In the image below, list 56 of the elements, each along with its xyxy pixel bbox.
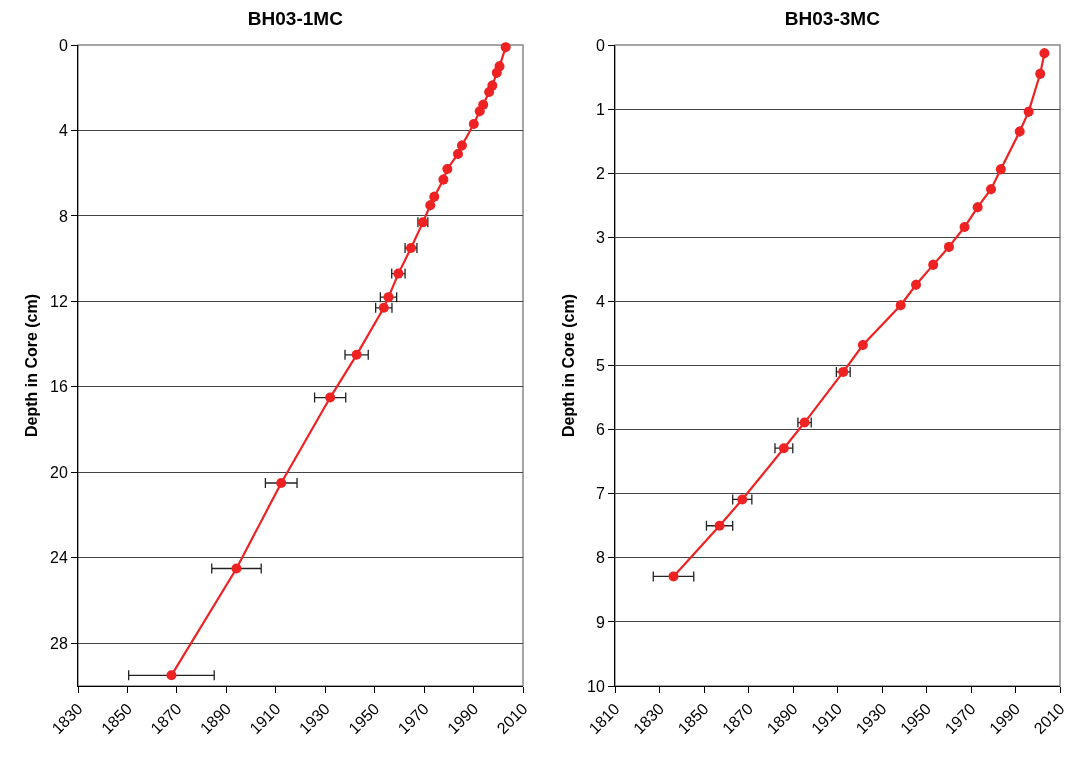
y-tick-label: 20 [50, 463, 68, 481]
point [166, 670, 177, 681]
point [1014, 126, 1025, 137]
point [778, 443, 789, 454]
point [857, 339, 868, 350]
y-tick-label: 8 [58, 207, 68, 225]
point [972, 202, 983, 213]
point [995, 164, 1006, 175]
y-tick-label: 0 [595, 36, 605, 54]
y-tick-label: 1 [595, 100, 605, 118]
point [986, 184, 997, 195]
y-tick-label: 4 [595, 293, 605, 310]
point [442, 163, 453, 174]
y-tick-label: 10 [587, 677, 605, 695]
y-tick-label: 7 [595, 485, 605, 503]
y-tick-label: 9 [595, 613, 605, 631]
y-tick-label: 2 [595, 164, 605, 182]
point [231, 563, 242, 574]
y-tick-label: 4 [58, 122, 68, 140]
y-tick-label: 0 [58, 36, 68, 54]
point [484, 87, 495, 98]
point [351, 349, 362, 360]
point [429, 191, 440, 202]
y-tick-label: 8 [595, 549, 605, 567]
point [737, 494, 748, 505]
y-tick-label: 24 [50, 549, 68, 567]
point [959, 222, 970, 233]
y-tick-label: 5 [595, 357, 605, 375]
point [468, 119, 479, 130]
point [928, 259, 939, 270]
y-tick-label: 6 [595, 421, 605, 439]
chart-title: BH03-3MC [784, 7, 881, 29]
point [452, 148, 463, 159]
point [491, 67, 502, 78]
y-axis-title: Depth in Core (cm) [22, 293, 40, 438]
point [276, 478, 287, 489]
y-tick-label: 16 [50, 378, 68, 396]
point [714, 520, 725, 531]
point [500, 42, 511, 53]
point [668, 571, 679, 582]
point [1023, 106, 1034, 117]
point [325, 392, 336, 403]
y-tick-label: 12 [50, 293, 68, 310]
point [1035, 68, 1046, 79]
y-axis-title: Depth in Core (cm) [559, 293, 577, 438]
y-tick-label: 3 [595, 228, 605, 246]
chart-title: BH03-1MC [247, 7, 344, 29]
point [943, 241, 954, 252]
point [438, 174, 449, 185]
point [1039, 48, 1050, 59]
point [425, 200, 436, 211]
point [895, 300, 906, 311]
point [911, 279, 922, 290]
point [456, 140, 467, 151]
point [474, 106, 485, 117]
y-tick-label: 28 [50, 634, 68, 652]
